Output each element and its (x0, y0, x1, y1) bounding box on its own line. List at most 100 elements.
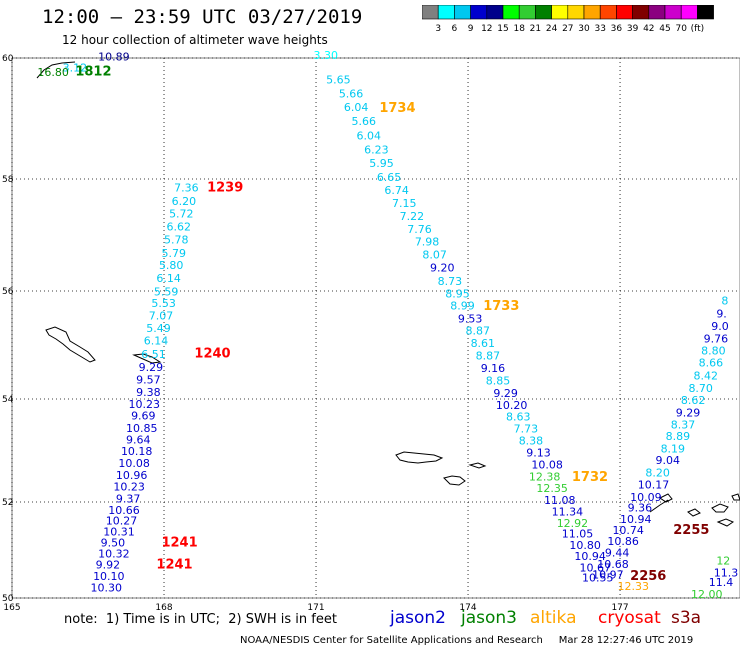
footer-note: note: 1) Time is in UTC; 2) SWH is in fe… (64, 612, 337, 627)
pass-time-label: 1812 (75, 65, 111, 80)
wave-height-label: 8 (721, 295, 728, 308)
wave-height-label: 10.08 (531, 459, 563, 472)
legend-altika: altika (530, 608, 577, 628)
colorbar-label: (ft) (691, 24, 705, 34)
wave-height-label: 8.66 (699, 357, 724, 370)
wave-height-label: 9.13 (526, 447, 551, 460)
wave-height-label: 10.08 (118, 457, 150, 470)
wave-height-label: 6.14 (156, 272, 181, 285)
legend-s3a: s3a (671, 608, 702, 628)
wave-height-label: 8.62 (681, 394, 706, 407)
wave-height-label: 6.23 (364, 144, 389, 157)
wave-height-label: 9.36 (628, 502, 653, 515)
legend-cryosat: cryosat (598, 608, 661, 628)
wave-height-label: 7.73 (514, 422, 539, 435)
wave-height-label: 11.08 (544, 494, 576, 507)
pass-time-label: 2256 (630, 569, 666, 584)
wave-height-label: 5.79 (161, 247, 186, 260)
colorbar-label: 21 (530, 24, 541, 34)
wave-height-label: 10.66 (108, 504, 140, 517)
wave-height-label: 8.70 (688, 382, 713, 395)
colorbar-label: 36 (611, 24, 623, 34)
wave-height-label: 10.10 (93, 570, 125, 583)
lon-tick-label: 174 (459, 603, 476, 613)
wave-height-label: 7.36 (174, 181, 199, 194)
wave-height-label: 10.85 (126, 422, 158, 435)
wave-height-label: 7.76 (407, 223, 432, 236)
wave-height-label: 6.74 (384, 184, 409, 197)
wave-height-label: 10.27 (106, 515, 138, 528)
wave-height-label: 9.76 (704, 332, 729, 345)
wave-height-label: 8.07 (422, 249, 447, 262)
lat-tick-label: 56 (2, 287, 14, 297)
wave-height-label: 9.69 (131, 410, 156, 423)
wave-height-label: 9.53 (458, 312, 483, 325)
wave-height-label: 9.64 (126, 433, 151, 446)
wave-height-label: 10.74 (612, 524, 644, 537)
lat-tick-label: 52 (2, 498, 13, 508)
colorbar-label: 3 (435, 24, 441, 34)
wave-height-label: 6.65 (377, 171, 402, 184)
wave-height-label: 5.59 (154, 285, 179, 298)
colorbar-label: 33 (594, 24, 605, 34)
wave-height-label: 9.50 (101, 537, 126, 550)
wave-height-label: 8.38 (519, 434, 544, 447)
wave-height-label: 9.04 (656, 454, 681, 467)
wave-height-label: 7.98 (415, 236, 440, 249)
wave-height-label: 11.34 (552, 505, 584, 518)
wave-height-label: 6.51 (141, 348, 166, 361)
pass-time-label: 1241 (156, 558, 192, 573)
wave-height-label: 8.73 (438, 275, 463, 288)
colorbar-label: 39 (627, 24, 639, 34)
wave-height-label: 8.87 (465, 325, 490, 338)
coastline-layer (36, 61, 740, 527)
legend-jason3: jason3 (461, 608, 517, 628)
wave-height-label: 8.89 (666, 430, 691, 443)
wave-height-label: 9.29 (139, 361, 164, 374)
wave-height-label: 9.20 (430, 261, 455, 274)
wave-height-label: 10.80 (569, 539, 601, 552)
agattu-island (443, 475, 466, 486)
wave-height-label: 6.62 (167, 221, 192, 234)
wave-height-label: 9.38 (136, 386, 161, 399)
colorbar-label: 70 (675, 24, 687, 34)
colorbar-label: 6 (452, 24, 458, 34)
wave-height-label: 9.16 (481, 362, 506, 375)
wave-height-label: 10.23 (113, 481, 145, 494)
colorbar-label: 15 (497, 24, 508, 34)
wave-height-label: 5.72 (169, 208, 194, 221)
wave-height-label: 11.3 (714, 566, 739, 579)
wave-height-label: 9.44 (605, 547, 630, 560)
wave-height-label: 10.20 (496, 399, 528, 412)
pass-time-label: 1241 (161, 536, 197, 551)
wave-height-label: 3.12 (63, 61, 88, 74)
colorbar-label: 30 (578, 24, 590, 34)
wave-height-label: 5.65 (326, 73, 351, 86)
wave-height-label: 7.15 (392, 197, 417, 210)
colorbar-label: 42 (643, 24, 654, 34)
wave-height-label: 10.09 (630, 491, 662, 504)
rat-island-d (711, 503, 729, 513)
pass-time-label: 1239 (207, 180, 243, 195)
wave-height-label: 10.94 (574, 550, 606, 563)
wave-height-label: 6.20 (172, 195, 197, 208)
pass-time-label: 1733 (483, 299, 519, 314)
rat-island-f (731, 493, 740, 501)
wave-height-label: 10.32 (98, 548, 130, 561)
wave-height-label: 7.07 (149, 310, 174, 323)
wave-height-label: 10.18 (121, 445, 152, 458)
rat-island-c (687, 508, 701, 517)
wave-height-label: 16.80 (37, 66, 69, 79)
wave-height-label: 8.20 (645, 466, 670, 479)
colorbar-label: 12 (481, 24, 492, 34)
footer-credit: NOAA/NESDIS Center for Satellite Applica… (240, 635, 694, 646)
pass-time-label: 2255 (673, 523, 709, 538)
wave-height-label: 8.37 (671, 418, 696, 431)
wave-height-label: 7.22 (400, 210, 425, 223)
lat-tick-label: 50 (2, 594, 14, 604)
commander-island-small (132, 353, 162, 364)
pass-time-label: 1240 (194, 346, 230, 361)
wave-height-label: 12 (716, 554, 730, 567)
